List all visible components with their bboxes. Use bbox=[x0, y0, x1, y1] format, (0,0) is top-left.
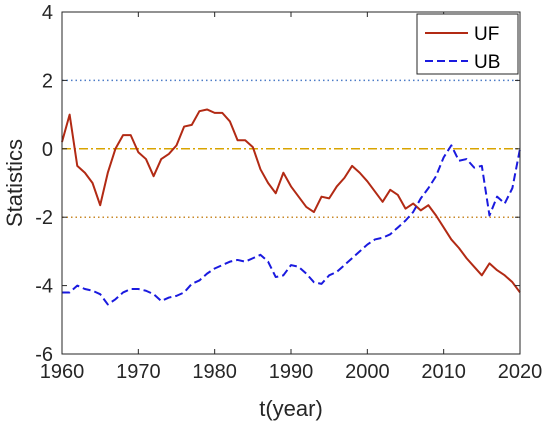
x-tick-label: 1990 bbox=[269, 361, 314, 383]
series-line-uf bbox=[61, 108, 521, 294]
x-tick-label: 1960 bbox=[40, 361, 85, 383]
x-tick-label: 2020 bbox=[498, 361, 543, 383]
y-tick-label: -2 bbox=[35, 207, 53, 229]
legend-box bbox=[416, 13, 519, 75]
y-tick-label: -6 bbox=[35, 344, 53, 366]
x-tick-label: 1980 bbox=[192, 361, 237, 383]
y-tick-label: -4 bbox=[35, 276, 53, 298]
x-tick-label: 2000 bbox=[345, 361, 390, 383]
legend-label-ub: UB bbox=[474, 52, 500, 73]
legend: UF UB bbox=[416, 13, 519, 75]
series-layer bbox=[61, 108, 521, 306]
x-tick-label: 1970 bbox=[116, 361, 161, 383]
axis-ticks: 1960 1970 1980 1990 2000 2010 2020 -6 -4 -2 0 2 4 bbox=[35, 2, 542, 383]
y-axis-title: Statistics bbox=[2, 139, 27, 227]
x-tick-label: 2010 bbox=[421, 361, 466, 383]
x-axis-title: t(year) bbox=[259, 396, 323, 421]
series-line-ub bbox=[62, 144, 521, 306]
reference-lines bbox=[62, 79, 520, 218]
legend-label-uf: UF bbox=[474, 24, 499, 45]
y-tick-label: 4 bbox=[42, 2, 53, 24]
y-tick-label: 0 bbox=[42, 139, 53, 161]
y-tick-label: 2 bbox=[42, 70, 53, 92]
